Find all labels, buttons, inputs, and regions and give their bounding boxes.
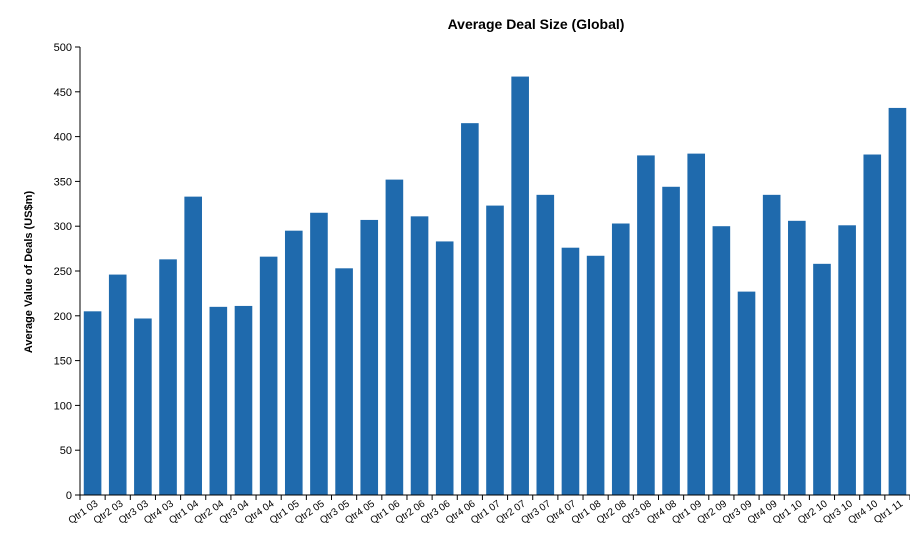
y-tick-label: 150 bbox=[54, 356, 72, 368]
bar-qtr2-08 bbox=[611, 223, 630, 495]
bar-qtr2-07 bbox=[511, 76, 529, 495]
y-tick-label: 250 bbox=[54, 266, 72, 278]
y-tick-label: 0 bbox=[66, 490, 72, 502]
y-axis-label: Average Value of Deals (US$m) bbox=[23, 191, 35, 354]
bar-qtr2-10 bbox=[813, 263, 831, 495]
bar-qtr4-07 bbox=[561, 247, 580, 495]
bar-qtr1-04 bbox=[184, 196, 202, 495]
bar-qtr1-03 bbox=[83, 311, 102, 495]
bar-qtr1-05 bbox=[284, 230, 303, 495]
bar-qtr3-09 bbox=[737, 291, 756, 495]
bar-qtr2-05 bbox=[310, 212, 328, 495]
y-tick-label: 300 bbox=[54, 221, 72, 233]
bar-qtr1-09 bbox=[687, 153, 706, 495]
bar-qtr2-06 bbox=[410, 216, 429, 495]
bar-qtr1-10 bbox=[788, 220, 806, 495]
bar-qtr4-09 bbox=[762, 194, 781, 495]
bar-qtr1-08 bbox=[586, 255, 605, 495]
bar-qtr4-08 bbox=[662, 186, 680, 495]
bar-qtr4-06 bbox=[461, 123, 479, 495]
y-tick-label: 500 bbox=[54, 42, 72, 54]
bar-qtr4-03 bbox=[159, 259, 177, 495]
bar-qtr4-04 bbox=[259, 256, 278, 495]
bar-qtr2-04 bbox=[209, 306, 228, 495]
bar-qtr1-07 bbox=[486, 205, 504, 495]
bar-qtr3-07 bbox=[536, 194, 555, 495]
bar-qtr3-10 bbox=[838, 225, 856, 496]
y-tick-label: 350 bbox=[54, 176, 72, 188]
bar-qtr3-05 bbox=[335, 268, 353, 495]
y-axis: 0 50 100 150 200 250 300 350 400 450 500 bbox=[54, 42, 80, 502]
y-tick-label: 450 bbox=[54, 87, 72, 99]
bar-qtr3-08 bbox=[637, 155, 655, 496]
bar-qtr1-06 bbox=[385, 179, 404, 496]
bar-qtr3-03 bbox=[134, 318, 152, 495]
chart-title: Average Deal Size (Global) bbox=[448, 16, 625, 32]
bar-qtr2-03 bbox=[108, 274, 127, 495]
bar-qtr3-04 bbox=[234, 305, 253, 495]
y-tick-label: 50 bbox=[60, 445, 72, 457]
bar-qtr1-11 bbox=[888, 107, 907, 496]
y-tick-label: 400 bbox=[54, 132, 72, 144]
bar-qtr4-10 bbox=[863, 154, 882, 495]
bar-qtr3-06 bbox=[435, 241, 454, 495]
y-tick-label: 100 bbox=[54, 400, 72, 412]
x-tick-label: Qtr1 11 bbox=[872, 498, 905, 526]
bars-group bbox=[83, 76, 907, 496]
bar-qtr4-05 bbox=[360, 219, 379, 495]
bar-qtr2-09 bbox=[712, 226, 731, 495]
y-tick-label: 200 bbox=[54, 311, 72, 323]
